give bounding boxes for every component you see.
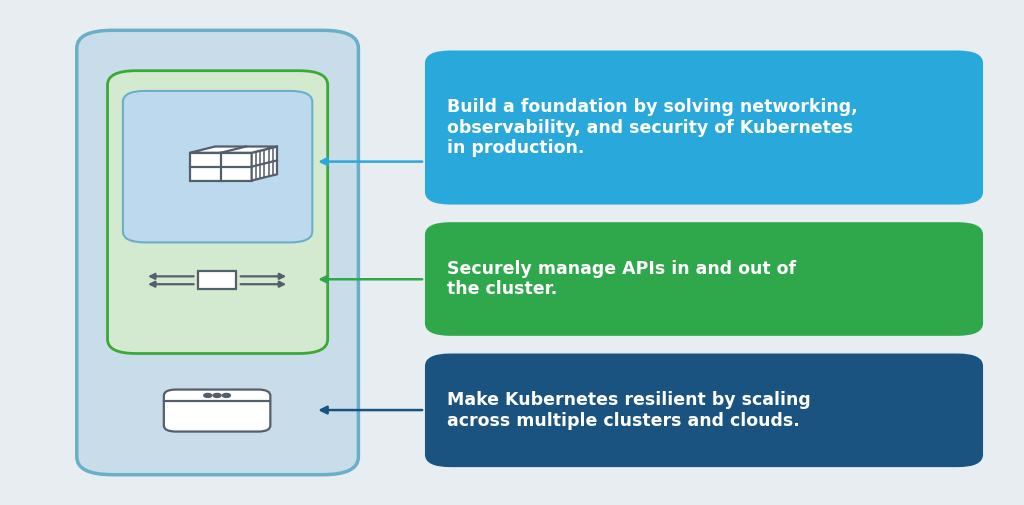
- Polygon shape: [252, 146, 278, 180]
- FancyBboxPatch shape: [425, 354, 983, 467]
- Circle shape: [204, 393, 212, 397]
- FancyBboxPatch shape: [77, 30, 358, 475]
- Circle shape: [222, 393, 230, 397]
- FancyBboxPatch shape: [425, 222, 983, 336]
- Polygon shape: [189, 146, 278, 153]
- FancyBboxPatch shape: [164, 389, 270, 432]
- FancyBboxPatch shape: [425, 50, 983, 205]
- Circle shape: [213, 393, 221, 397]
- FancyBboxPatch shape: [123, 91, 312, 242]
- Polygon shape: [199, 271, 236, 289]
- Polygon shape: [189, 153, 252, 180]
- Text: Build a foundation by solving networking,
observability, and security of Kuberne: Build a foundation by solving networking…: [447, 97, 858, 158]
- Text: Make Kubernetes resilient by scaling
across multiple clusters and clouds.: Make Kubernetes resilient by scaling acr…: [447, 391, 811, 430]
- Text: Securely manage APIs in and out of
the cluster.: Securely manage APIs in and out of the c…: [447, 260, 797, 298]
- FancyBboxPatch shape: [108, 71, 328, 353]
